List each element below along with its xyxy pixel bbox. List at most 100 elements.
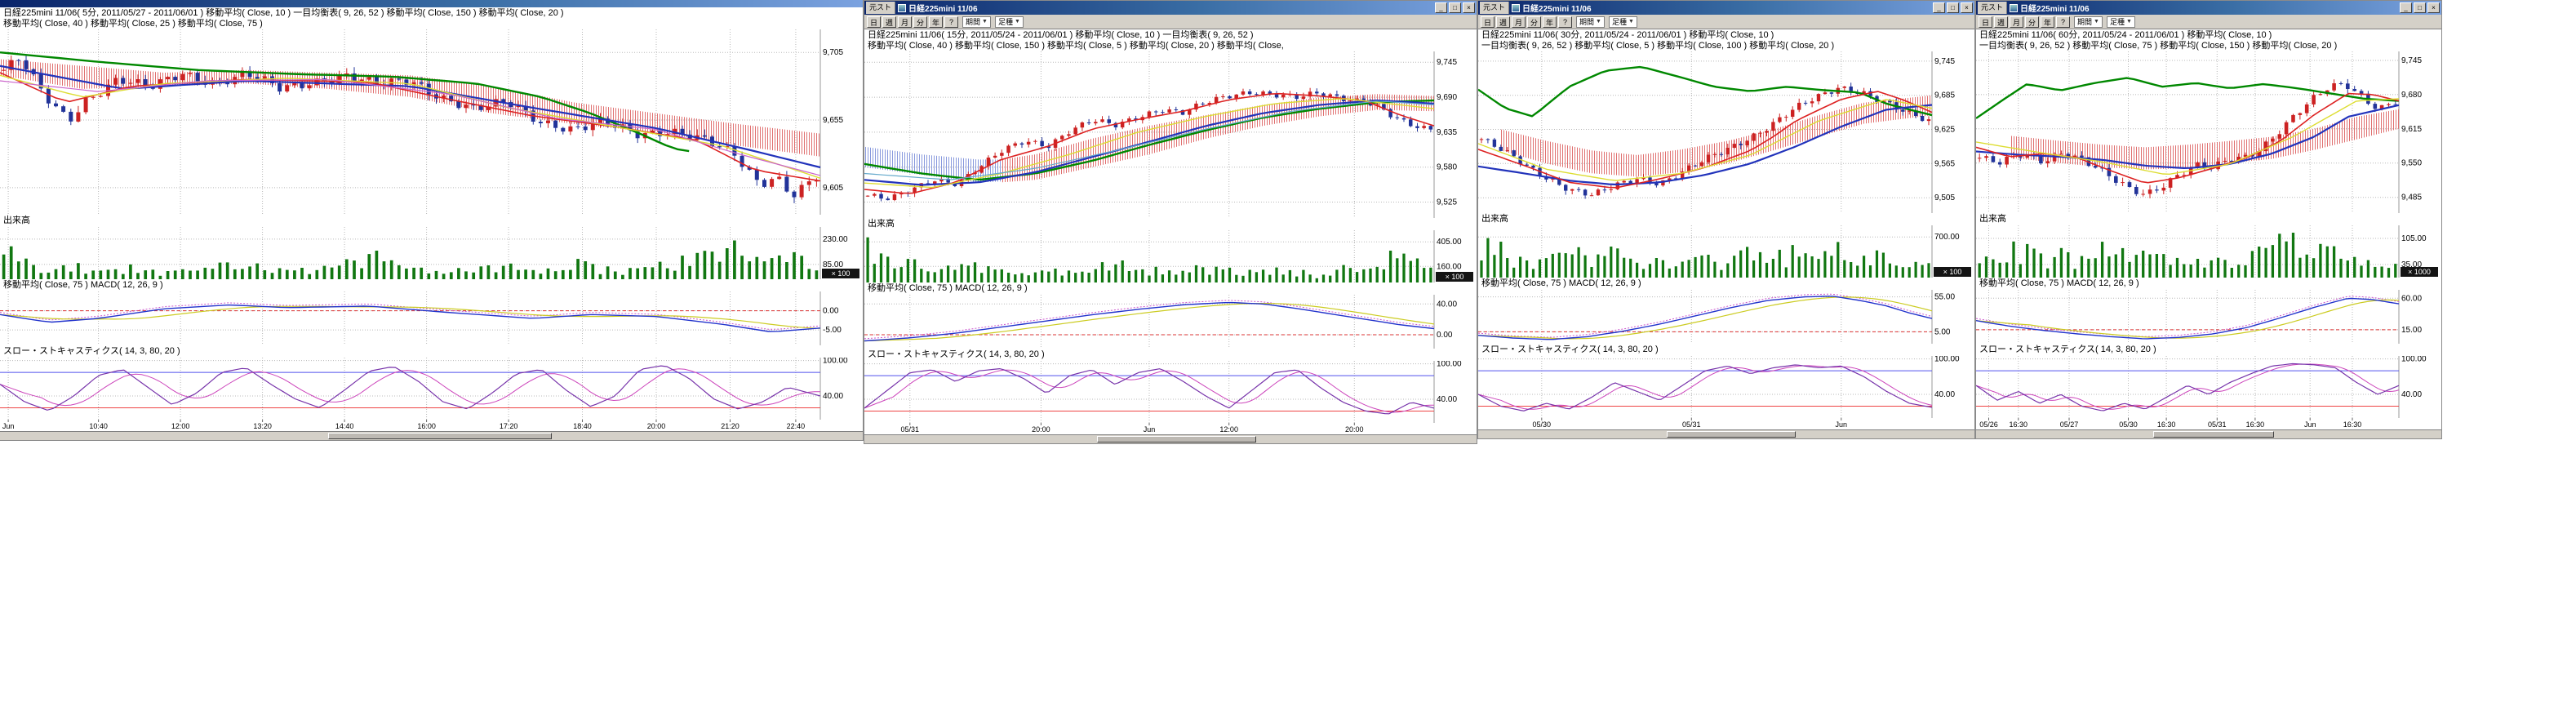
- minimize-button[interactable]: _: [1933, 2, 1945, 13]
- maximize-button[interactable]: □: [1947, 2, 1959, 13]
- stochastics-chart[interactable]: 100.00 40.00: [1976, 356, 2441, 418]
- bar-type-dropdown[interactable]: 足種 ▼: [994, 16, 1024, 28]
- window-titlebar[interactable]: 元スト 日経225mini 11/06 _ □ ×: [864, 1, 1477, 15]
- background-window-tab[interactable]: 元スト: [1978, 2, 2008, 14]
- axis-tick-label: 100.00: [1437, 361, 1462, 369]
- toolbar-yearly-button[interactable]: 年: [929, 16, 943, 28]
- axis-tick-label: 9,705: [823, 48, 843, 57]
- time-axis-label: 12:00: [1219, 425, 1238, 434]
- price-chart[interactable]: 9,745 9,685 9,625 9,565 9,505: [1478, 51, 1974, 213]
- period-dropdown[interactable]: 期間 ▼: [962, 16, 991, 28]
- macd-signal-line: [1976, 299, 2400, 339]
- horizontal-scrollbar[interactable]: [1976, 429, 2441, 438]
- time-axis-label: 12:00: [171, 422, 190, 430]
- window-titlebar[interactable]: 日経225mini 11/06 _ □ ×: [0, 0, 863, 7]
- chevron-down-icon: ▼: [1628, 19, 1634, 24]
- macd-chart[interactable]: 60.00 15.00: [1976, 290, 2441, 344]
- maximize-button[interactable]: □: [1449, 2, 1461, 13]
- bar-type-dropdown[interactable]: 足種 ▼: [1608, 16, 1637, 28]
- background-window-tab[interactable]: 元スト: [1480, 2, 1510, 14]
- toolbar-monthly-button[interactable]: 月: [2010, 16, 2023, 28]
- period-dropdown[interactable]: 期間 ▼: [1576, 16, 1605, 28]
- scrollbar-thumb[interactable]: [327, 433, 553, 439]
- gridlines: 100.00 40.00: [1478, 356, 1960, 418]
- macd-chart[interactable]: 40.00 0.00: [864, 295, 1477, 349]
- toolbar-weekly-button[interactable]: 週: [1994, 16, 2008, 28]
- window-titlebar[interactable]: 元スト 日経225mini 11/06 _ □ ×: [1976, 1, 2441, 15]
- axis-tick-label: 9,485: [2401, 193, 2422, 202]
- moving-average-lines: [0, 51, 821, 182]
- toolbar-minute-button[interactable]: 分: [1527, 16, 1541, 28]
- scrollbar-thumb[interactable]: [1667, 431, 1797, 438]
- toolbar-help-button[interactable]: ?: [2056, 16, 2070, 28]
- stochastics-chart[interactable]: 100.00 40.00: [864, 361, 1477, 423]
- toolbar-minute-button[interactable]: 分: [913, 16, 927, 28]
- macd-ma-line: [1478, 293, 1933, 338]
- axis-tick-label: 9,565: [1934, 159, 1955, 168]
- stoch-k-line: [1478, 364, 1933, 411]
- close-button[interactable]: ×: [1961, 2, 1973, 13]
- toolbar-minute-button[interactable]: 分: [2025, 16, 2039, 28]
- maximize-button[interactable]: □: [2414, 2, 2426, 13]
- toolbar-daily-button[interactable]: 日: [867, 16, 881, 28]
- horizontal-scrollbar[interactable]: [0, 431, 863, 440]
- toolbar-monthly-button[interactable]: 月: [898, 16, 912, 28]
- volume-chart[interactable]: 405.00 160.00 × 100: [864, 230, 1477, 282]
- macd-chart[interactable]: 55.00 5.00: [1478, 290, 1974, 344]
- price-chart[interactable]: 9,745 9,680 9,615 9,550 9,485: [1976, 51, 2441, 213]
- close-button[interactable]: ×: [1463, 2, 1475, 13]
- toolbar-help-button[interactable]: ?: [944, 16, 958, 28]
- toolbar-weekly-button[interactable]: 週: [1496, 16, 1510, 28]
- horizontal-scrollbar[interactable]: [1478, 429, 1974, 438]
- stochastics-chart-svg: 100.00 40.00: [0, 358, 848, 420]
- time-axis-label: 20:00: [1345, 425, 1364, 434]
- toolbar-daily-button[interactable]: 日: [1481, 16, 1495, 28]
- time-axis-label: 16:30: [2343, 420, 2362, 429]
- axis-tick-label: 85.00: [823, 260, 843, 269]
- volume-chart[interactable]: 700.00 × 100: [1478, 225, 1974, 278]
- price-chart[interactable]: 9,745 9,690 9,635 9,580 9,525: [864, 51, 1477, 218]
- axis-tick-label: 0.00: [1437, 331, 1453, 340]
- close-button[interactable]: ×: [2427, 2, 2440, 13]
- chart-info-line2: 一目均衡表( 9, 26, 52 ) 移動平均( Close, 5 ) 移動平均…: [1481, 41, 1835, 51]
- macd-line: [1478, 296, 1933, 340]
- background-window-tab[interactable]: 元スト: [866, 2, 896, 14]
- time-axis-label: 05/27: [2060, 420, 2079, 429]
- horizontal-scrollbar[interactable]: [864, 434, 1477, 443]
- chart-window-icon: [898, 3, 907, 12]
- volume-chart[interactable]: 230.00 85.00 × 100: [0, 227, 863, 279]
- period-dropdown[interactable]: 期間 ▼: [2074, 16, 2103, 28]
- window-titlebar[interactable]: 元スト 日経225mini 11/06 _ □ ×: [1478, 1, 1974, 15]
- time-axis-label: 16:30: [2010, 420, 2028, 429]
- bar-type-dropdown-label: 足種: [997, 18, 1013, 26]
- volume-chart[interactable]: 105.00 35.00 × 1000: [1976, 225, 2441, 278]
- ichimoku-cloud: [1500, 95, 1932, 177]
- time-axis-svg: 05/31 20:00 Jun 12:00 20:00: [901, 423, 1364, 434]
- axis-tick-label: 9,680: [2401, 91, 2422, 100]
- macd-chart[interactable]: 0.00 -5.00: [0, 291, 863, 345]
- scrollbar-thumb[interactable]: [2152, 431, 2274, 438]
- toolbar-help-button[interactable]: ?: [1558, 16, 1572, 28]
- toolbar-daily-button[interactable]: 日: [1979, 16, 1992, 28]
- window-title: 日経225mini 11/06: [908, 5, 978, 14]
- macd-line: [1976, 297, 2400, 340]
- bar-type-dropdown[interactable]: 足種 ▼: [2106, 16, 2135, 28]
- caption-buttons: _ □ ×: [1933, 2, 1973, 13]
- stochastics-chart[interactable]: 100.00 40.00: [0, 358, 863, 420]
- macd-ma-line: [864, 300, 1435, 340]
- minimize-button[interactable]: _: [2400, 2, 2412, 13]
- volume-bars: [1480, 238, 1930, 278]
- stoch-k-line: [1976, 362, 2400, 411]
- moving-average-lines: [864, 92, 1435, 194]
- stochastics-chart[interactable]: 100.00 40.00: [1478, 356, 1974, 418]
- toolbar-monthly-button[interactable]: 月: [1512, 16, 1526, 28]
- scrollbar-thumb[interactable]: [1097, 436, 1256, 443]
- time-axis-label: 13:20: [253, 422, 272, 430]
- price-chart[interactable]: 9,705 9,655 9,605: [0, 29, 863, 215]
- minimize-button[interactable]: _: [1435, 2, 1447, 13]
- toolbar-yearly-button[interactable]: 年: [2041, 16, 2054, 28]
- scale-badge-label: × 100: [1943, 268, 1962, 276]
- toolbar-yearly-button[interactable]: 年: [1543, 16, 1557, 28]
- macd-signal-line: [1478, 296, 1933, 340]
- toolbar-weekly-button[interactable]: 週: [882, 16, 896, 28]
